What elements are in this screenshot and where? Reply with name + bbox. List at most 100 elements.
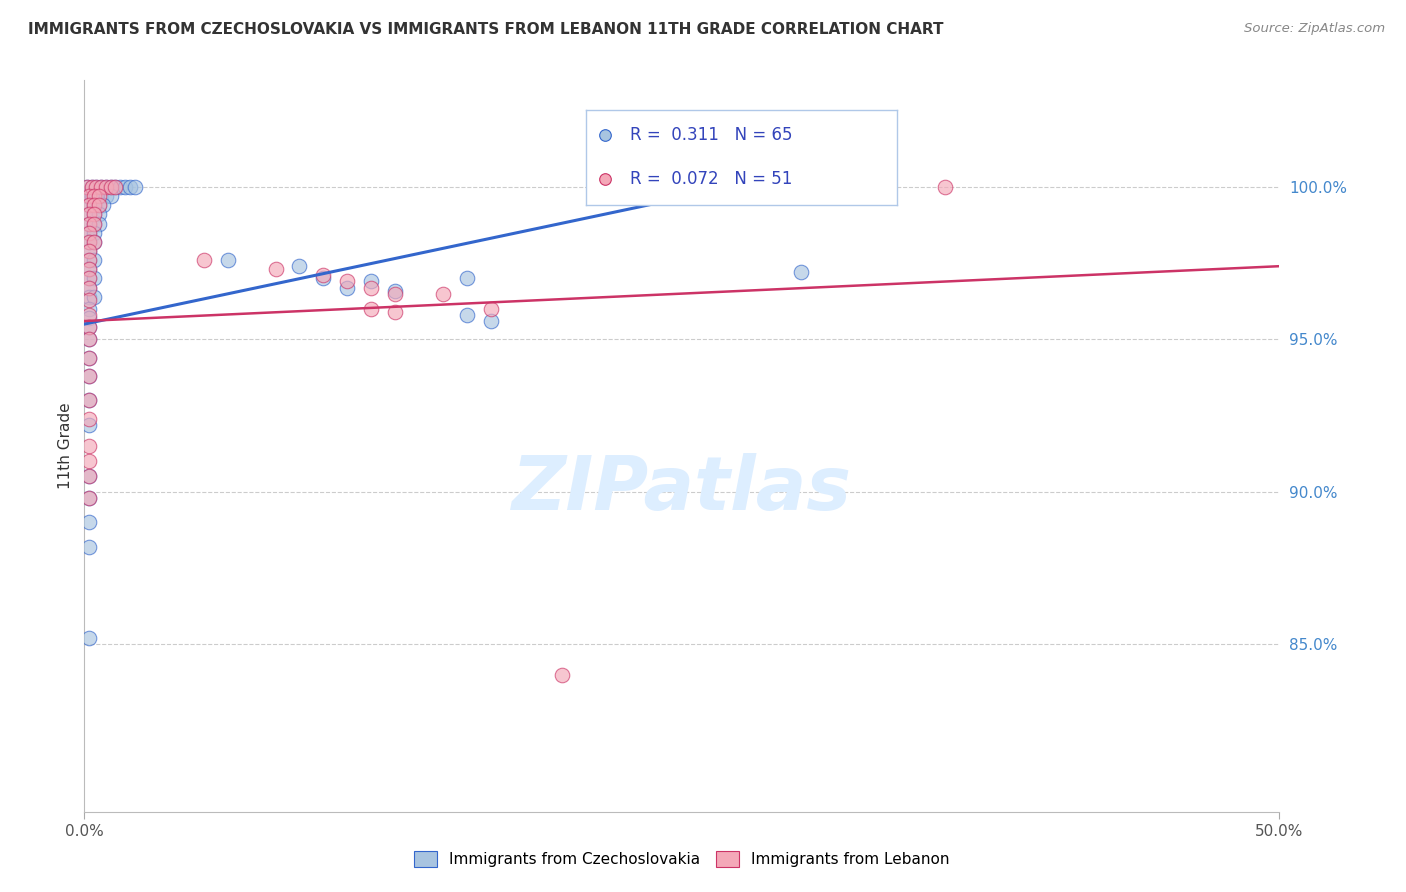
Point xyxy=(77,469,100,483)
Point xyxy=(80,180,103,194)
Point xyxy=(83,207,105,221)
Point xyxy=(77,308,100,322)
Text: Source: ZipAtlas.com: Source: ZipAtlas.com xyxy=(1244,22,1385,36)
Point xyxy=(336,274,359,288)
Point xyxy=(360,301,382,316)
Point xyxy=(76,180,98,194)
Point xyxy=(360,280,382,294)
Point xyxy=(264,262,287,277)
Point xyxy=(87,189,110,203)
Point xyxy=(77,368,100,383)
Point xyxy=(83,217,105,231)
Point xyxy=(80,180,103,194)
Point xyxy=(94,189,117,203)
Point xyxy=(360,274,382,288)
Point xyxy=(77,332,100,346)
Point xyxy=(551,667,574,681)
Point xyxy=(77,280,100,294)
Point xyxy=(77,332,100,346)
Point xyxy=(94,180,117,194)
Point xyxy=(77,253,100,268)
Point xyxy=(77,393,100,408)
Point xyxy=(104,180,127,194)
Point xyxy=(312,268,335,283)
Point xyxy=(934,180,956,194)
Point xyxy=(93,198,115,212)
Point xyxy=(77,351,100,365)
Point xyxy=(77,271,100,285)
Point xyxy=(83,217,105,231)
Point xyxy=(77,235,100,249)
Point xyxy=(77,198,100,212)
Point xyxy=(77,271,100,285)
Point xyxy=(100,189,122,203)
Point xyxy=(100,180,122,194)
Point xyxy=(83,189,105,203)
Point xyxy=(77,310,100,325)
Point xyxy=(83,198,105,212)
Point xyxy=(90,189,112,203)
Point xyxy=(77,244,100,258)
Point xyxy=(77,454,100,468)
Point xyxy=(479,301,502,316)
Point xyxy=(77,290,100,304)
Point xyxy=(77,515,100,529)
Point xyxy=(94,180,117,194)
Point xyxy=(83,271,105,285)
Point xyxy=(77,320,100,334)
Point xyxy=(80,189,103,203)
Point xyxy=(790,265,813,279)
Point xyxy=(77,439,100,453)
Point xyxy=(83,235,105,249)
Point xyxy=(83,226,105,240)
Point xyxy=(77,393,100,408)
Point xyxy=(87,217,110,231)
Point xyxy=(695,180,717,194)
Point xyxy=(118,180,141,194)
Point xyxy=(77,207,100,221)
Point xyxy=(90,180,112,194)
Point xyxy=(77,244,100,258)
Point xyxy=(77,226,100,240)
Point xyxy=(76,189,98,203)
Point xyxy=(77,226,100,240)
Point xyxy=(77,469,100,483)
Point xyxy=(384,284,406,298)
Legend: Immigrants from Czechoslovakia, Immigrants from Lebanon: Immigrants from Czechoslovakia, Immigran… xyxy=(408,846,956,873)
Point xyxy=(77,217,100,231)
Point xyxy=(77,491,100,505)
Point xyxy=(83,290,105,304)
Point xyxy=(593,128,616,143)
Point xyxy=(77,235,100,249)
Point xyxy=(384,305,406,319)
Point xyxy=(86,189,108,203)
Text: IMMIGRANTS FROM CZECHOSLOVAKIA VS IMMIGRANTS FROM LEBANON 11TH GRADE CORRELATION: IMMIGRANTS FROM CZECHOSLOVAKIA VS IMMIGR… xyxy=(28,22,943,37)
Point xyxy=(87,207,110,221)
Point xyxy=(124,180,146,194)
Point xyxy=(77,293,100,307)
Point xyxy=(77,189,100,203)
Point xyxy=(456,271,478,285)
Point xyxy=(77,411,100,425)
Point xyxy=(77,320,100,334)
Point xyxy=(288,259,311,273)
Point xyxy=(87,198,110,212)
Point xyxy=(86,180,108,194)
Point xyxy=(77,253,100,268)
Text: ZIPatlas: ZIPatlas xyxy=(512,453,852,526)
Point xyxy=(593,172,616,186)
Point xyxy=(83,198,105,212)
Point xyxy=(87,198,110,212)
Point xyxy=(86,180,108,194)
Point xyxy=(432,286,454,301)
Point xyxy=(193,253,215,268)
Point xyxy=(110,180,132,194)
Point xyxy=(77,540,100,554)
Point xyxy=(77,417,100,432)
Text: R =  0.311   N = 65: R = 0.311 N = 65 xyxy=(630,126,793,145)
Point xyxy=(77,198,100,212)
Point xyxy=(77,301,100,316)
Point xyxy=(83,235,105,249)
Point xyxy=(77,262,100,277)
Point xyxy=(312,271,335,285)
